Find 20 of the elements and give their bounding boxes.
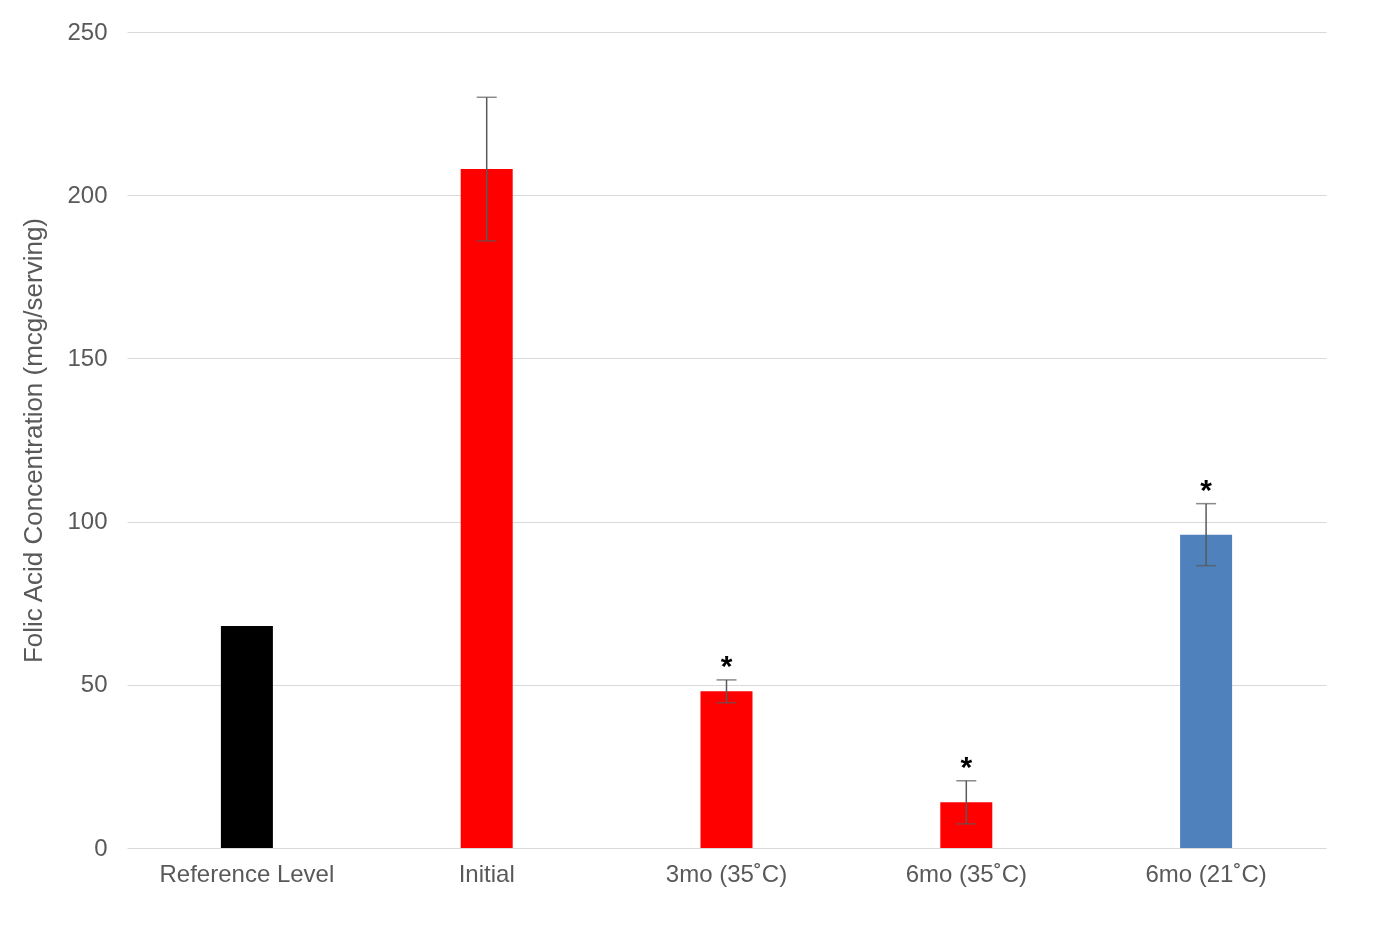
x-tick-label: 6mo (35˚C): [905, 859, 1027, 887]
bar: [460, 169, 513, 848]
y-tick-label: 200: [67, 180, 108, 208]
annotation: *: [720, 648, 733, 682]
bar: [940, 802, 993, 848]
y-tick-label: 100: [67, 507, 108, 535]
y-axis-title: Folic Acid Concentration (mcg/serving): [18, 217, 49, 664]
bar: [1180, 534, 1233, 848]
annotation: *: [1200, 472, 1213, 506]
y-tick-label: 150: [67, 343, 108, 371]
x-tick-label: Initial: [458, 859, 515, 887]
bar: [700, 691, 753, 848]
y-tick-label: 250: [67, 17, 108, 45]
x-tick-label: 6mo (21˚C): [1145, 859, 1267, 887]
y-tick-label: 0: [94, 833, 108, 861]
x-tick-label: Reference Level: [159, 859, 335, 887]
bar: [220, 626, 273, 848]
annotation: *: [960, 749, 973, 783]
y-tick-label: 50: [80, 670, 108, 698]
x-tick-label: 3mo (35˚C): [665, 859, 788, 887]
